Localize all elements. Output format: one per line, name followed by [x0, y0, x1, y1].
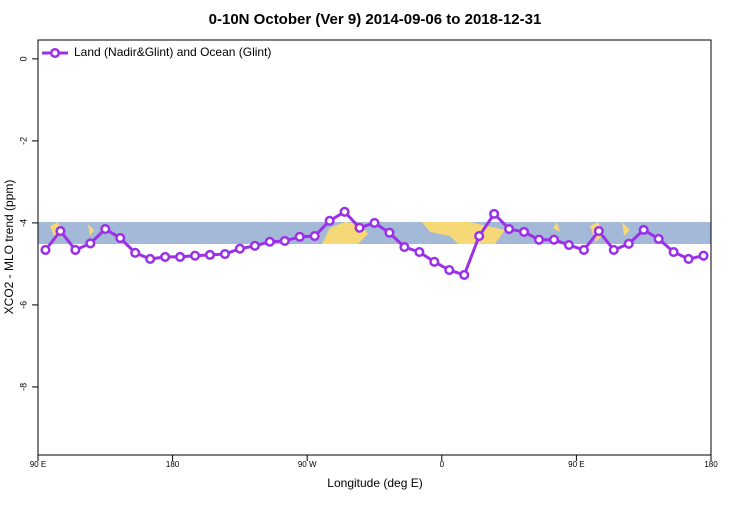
data-point — [698, 250, 709, 261]
data-point — [279, 235, 290, 246]
data-point — [519, 226, 530, 237]
x-axis-label: Longitude (deg E) — [327, 476, 422, 490]
y-tick-label: 0 — [18, 56, 28, 61]
plot-frame — [37, 39, 712, 456]
data-point — [548, 234, 560, 245]
data-point — [175, 251, 186, 262]
data-point — [638, 224, 649, 235]
y-tick-label: -6 — [18, 301, 28, 309]
data-point — [474, 230, 485, 242]
data-point — [339, 206, 350, 217]
y-axis-label: XCO2 - MLO trend (ppm) — [2, 180, 16, 315]
data-point — [264, 236, 275, 247]
data-point — [459, 269, 470, 281]
x-tick-label: 90 E — [30, 460, 46, 469]
y-tick-label: -8 — [18, 383, 28, 391]
data-point — [100, 223, 111, 235]
data-point — [204, 249, 216, 260]
data-point — [294, 231, 305, 242]
data-point — [40, 244, 51, 256]
data-point — [189, 250, 201, 261]
data-point — [369, 217, 380, 228]
data-point — [219, 249, 230, 260]
data-point — [683, 253, 694, 265]
legend-marker — [49, 47, 61, 59]
data-point — [384, 227, 395, 238]
data-point — [399, 242, 410, 253]
x-tick-label: 180 — [704, 460, 718, 469]
data-point — [578, 244, 589, 256]
data-point — [563, 239, 574, 251]
data-point — [324, 215, 335, 226]
data-point — [623, 238, 634, 249]
legend-label: Land (Nadir&Glint) and Ocean (Glint) — [74, 45, 271, 59]
data-point — [70, 244, 81, 256]
data-point — [444, 265, 455, 276]
data-point — [429, 256, 440, 267]
x-tick-label: 90 W — [298, 460, 317, 469]
data-point — [130, 247, 141, 258]
chart-title: 0-10N October (Ver 9) 2014-09-06 to 2018… — [209, 11, 542, 28]
data-point — [85, 238, 96, 249]
data-point — [309, 230, 320, 242]
data-point — [354, 222, 365, 233]
x-tick-label: 90 E — [568, 460, 584, 469]
data-point — [533, 234, 545, 245]
data-point — [145, 253, 156, 265]
data-point — [115, 233, 126, 244]
data-point — [414, 246, 425, 258]
data-point — [608, 244, 619, 256]
y-tick-label: -4 — [18, 219, 28, 227]
data-point — [653, 233, 664, 244]
data-point — [489, 208, 500, 219]
data-point — [249, 240, 260, 251]
data-point — [668, 246, 679, 258]
x-tick-label: 180 — [166, 460, 180, 469]
data-point — [160, 251, 171, 262]
x-tick-label: 0 — [440, 460, 445, 469]
data-point — [55, 226, 66, 237]
data-point — [504, 223, 515, 235]
data-point — [593, 226, 604, 237]
y-tick-label: -2 — [18, 137, 28, 145]
data-point — [234, 243, 245, 254]
